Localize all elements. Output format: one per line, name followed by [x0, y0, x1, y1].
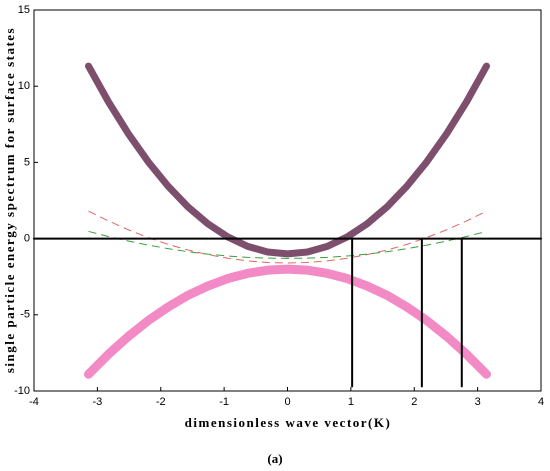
caption: (a) [267, 451, 282, 466]
x-tick-label: -3 [92, 396, 102, 408]
x-tick-label: 0 [284, 396, 290, 408]
x-tick-label: -1 [219, 396, 229, 408]
curve [85, 62, 490, 258]
curve [88, 230, 487, 259]
x-tick-label: -4 [29, 396, 39, 408]
y-tick-label: 10 [18, 80, 30, 92]
x-tick-label: 1 [348, 396, 354, 408]
y-tick-label: -5 [20, 309, 30, 321]
y-tick-label: 0 [24, 233, 30, 245]
x-axis-label: dimensionless wave vector(K) [185, 415, 392, 430]
x-tick-label: 3 [475, 396, 481, 408]
x-tick-label: 4 [538, 396, 544, 408]
y-tick-label: 15 [18, 4, 30, 16]
curve [84, 264, 491, 379]
x-tick-label: 2 [411, 396, 417, 408]
x-tick-label: -2 [156, 396, 166, 408]
curve [88, 210, 487, 264]
plot-frame [33, 9, 542, 392]
y-axis-label: single particle energy spectrum for surf… [2, 27, 17, 373]
y-tick-label: -10 [14, 385, 30, 397]
y-tick-label: 5 [24, 156, 30, 168]
